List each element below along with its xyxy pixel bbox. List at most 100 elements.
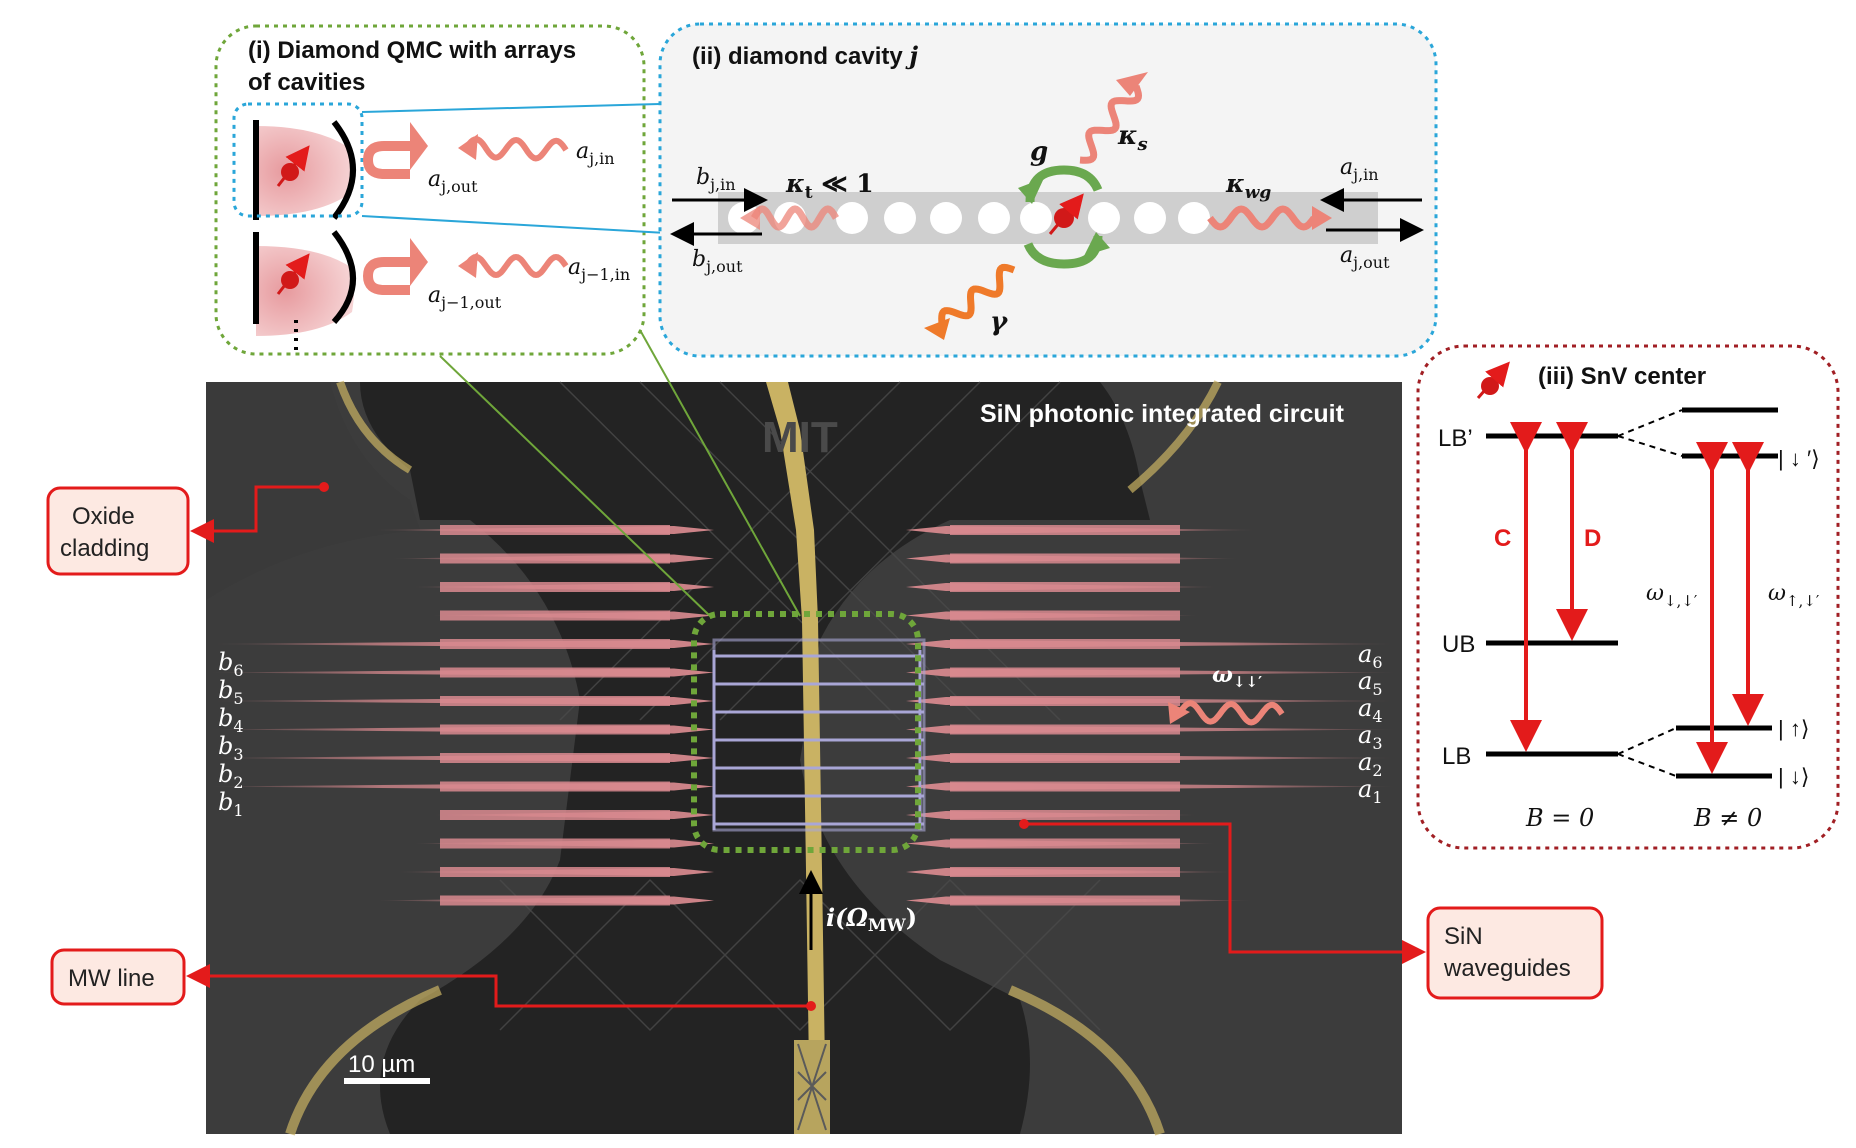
sin-line1: SiN [1444, 923, 1483, 950]
panel-ii-title: (ii) diamond cavity j [692, 41, 918, 70]
oxide-leader [190, 485, 324, 543]
waveguide-right-core [950, 667, 1180, 678]
label-kappa-s: κs [1117, 121, 1148, 155]
incoming-photon-2 [463, 253, 569, 279]
reflect-arrow-2 [362, 257, 410, 295]
a-port-label: a4 [1358, 694, 1383, 726]
cavity-j1-curved-mirror [331, 230, 356, 325]
oxide-line2: cladding [60, 535, 149, 562]
waveguide-right-core [950, 895, 1180, 906]
reflect-arrowhead-2 [410, 238, 428, 286]
pc-hole [930, 202, 962, 234]
pc-hole [1134, 202, 1166, 234]
omega-label: ω↓↓′ [1212, 662, 1262, 691]
drive-label: i(ΩMW) [826, 903, 917, 936]
panel-i: (i) Diamond QMC with arrays of cavities … [214, 24, 646, 356]
pc-hole [836, 202, 868, 234]
pc-hole [1088, 202, 1120, 234]
cavity-j-spin-arrow [276, 145, 310, 187]
panel-iii-spin-icon [1476, 361, 1510, 399]
waveguide-right-core [950, 753, 1180, 763]
kappa-s-arrowhead [1116, 72, 1148, 96]
waveguide-left-core [440, 895, 670, 906]
zoom-line-qmc-left [439, 355, 711, 617]
a-port-label: a3 [1358, 721, 1383, 753]
waveguide-right-core [950, 582, 1180, 592]
pc-hole [978, 202, 1010, 234]
a-port-label: a6 [1358, 640, 1383, 672]
mw-dot [806, 1001, 816, 1011]
label-b-j-in: bj,in [696, 165, 736, 194]
b-port-label: b2 [218, 760, 244, 792]
waveguide-left-core [440, 610, 670, 621]
kappa-s-photon [1079, 84, 1143, 164]
kappa-wg-photon [1207, 205, 1317, 231]
waveguide-right-core [950, 810, 1180, 820]
label-b-nonzero: B ≠ 0 [1693, 804, 1762, 832]
panel-iii-title: (iii) SnV center [1538, 363, 1706, 390]
a-port-label: a5 [1358, 667, 1383, 699]
gamma-arrowhead [924, 318, 950, 340]
panel-i-title2: of cavities [248, 69, 365, 96]
mw-box [50, 948, 186, 1006]
waveguide-left-core [440, 781, 670, 792]
waveguide-right-core [950, 838, 1180, 849]
cavity-j1-spin-arrow [276, 253, 310, 295]
waveguide-left-core [440, 639, 670, 649]
panel-iii: (iii) SnV center LB’ UB LB | ↓ ′⟩ | ↑⟩ |… [1416, 344, 1840, 850]
label-ub: UB [1442, 631, 1475, 658]
label-g: g [1030, 137, 1048, 167]
callout-sin: SiN waveguides [1019, 819, 1604, 1000]
ket-down-prime: | ↓ ′⟩ [1778, 446, 1820, 471]
panel-ii: (ii) diamond cavity j g κs γ κt ≪ 1 κwg … [658, 22, 1438, 358]
sin-dot [1019, 819, 1029, 829]
label-b-j-out: bj,out [692, 247, 743, 276]
gold-edge-right [1127, 380, 1222, 494]
panel-i-title1: (i) Diamond QMC with arrays [248, 37, 576, 64]
waveguide-left-core [440, 753, 670, 763]
label-omega-up: ω↑,↓′ [1768, 581, 1820, 610]
waveguide-right-core [950, 781, 1180, 792]
cavity-j1-mode [256, 246, 354, 336]
label-lb: LB [1442, 743, 1471, 770]
zoom-line-qmc-right [639, 329, 801, 617]
label-a-j1-out: aj−1,out [428, 283, 502, 312]
waveguide-right-core [950, 525, 1180, 535]
label-b-zero: B = 0 [1525, 804, 1594, 832]
gamma-photon [938, 263, 1016, 325]
kappa-wg-arrowhead [1312, 206, 1332, 230]
waveguide-left-core [440, 810, 670, 820]
waveguides-left [206, 525, 714, 906]
cavity-j-highlight [232, 102, 364, 218]
reflect-arrow-1 [362, 141, 410, 179]
gold-edge-bottom-left [285, 985, 442, 1136]
label-d: D [1584, 525, 1601, 552]
pc-hole [884, 202, 916, 234]
pc-hole [1020, 202, 1052, 234]
photonic-crystal-holes [728, 202, 1210, 234]
chip-title: SiN photonic integrated circuit [980, 400, 1345, 428]
a-port-label: a1 [1358, 775, 1383, 807]
ket-down: | ↓⟩ [1778, 764, 1809, 789]
mw-leader [186, 964, 811, 1008]
omega-arrowhead [1168, 702, 1190, 724]
g-arrowhead-bottom [1084, 232, 1110, 256]
zoom-line-top [361, 103, 661, 113]
etched-region [360, 382, 1150, 1134]
waveguide-left-core [440, 553, 670, 564]
label-a-j-in: aj,in [576, 139, 615, 168]
label-a-j-out: aj,out [428, 167, 478, 196]
reflect-arrowhead-1 [410, 122, 428, 170]
gold-edge-bottom-right [1008, 985, 1165, 1136]
label-kappa-wg: κwg [1225, 169, 1271, 203]
label-lb-prime: LB’ [1438, 425, 1473, 452]
cladding-region-left [206, 382, 420, 600]
incoming-arrowhead-1 [458, 134, 478, 160]
pc-hole [1178, 202, 1210, 234]
label-a-j-out-ii: aj,out [1340, 243, 1390, 272]
g-arrowhead-top [1018, 178, 1044, 204]
b-port-label: b5 [218, 676, 244, 708]
scale-bar [344, 1078, 430, 1084]
